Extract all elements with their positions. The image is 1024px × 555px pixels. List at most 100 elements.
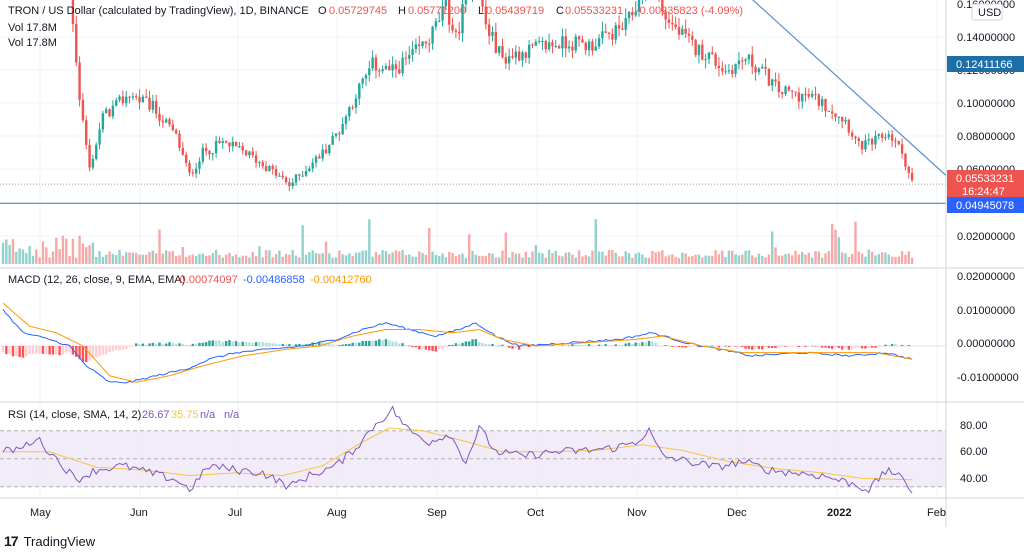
candle-body[interactable] — [834, 113, 837, 117]
candle-body[interactable] — [824, 99, 827, 112]
candle-body[interactable] — [251, 151, 254, 156]
candle-body[interactable] — [378, 70, 381, 72]
candle-body[interactable] — [178, 133, 181, 148]
candle-body[interactable] — [344, 116, 348, 124]
candle-body[interactable] — [874, 135, 877, 145]
candle-body[interactable] — [414, 44, 418, 50]
candle-body[interactable] — [264, 166, 268, 172]
candle-body[interactable] — [547, 42, 551, 50]
candle-body[interactable] — [458, 31, 461, 34]
candle-body[interactable] — [577, 36, 581, 40]
candle-body[interactable] — [797, 92, 801, 102]
candle-body[interactable] — [351, 107, 354, 109]
candle-body[interactable] — [194, 168, 198, 174]
candle-body[interactable] — [674, 24, 677, 28]
candle-body[interactable] — [854, 136, 857, 139]
candle-body[interactable] — [711, 52, 714, 55]
candle-body[interactable] — [581, 39, 584, 43]
candle-body[interactable] — [727, 70, 731, 72]
candle-body[interactable] — [817, 94, 821, 106]
candle-body[interactable] — [321, 149, 324, 159]
symbol-title[interactable]: TRON / US Dollar (calculated by TradingV… — [8, 5, 309, 17]
candle-body[interactable] — [867, 139, 870, 141]
candle-body[interactable] — [784, 86, 787, 95]
candle-body[interactable] — [637, 0, 641, 12]
currency-badge-box[interactable] — [971, 3, 1003, 21]
candle-body[interactable] — [71, 0, 75, 24]
candle-body[interactable] — [248, 151, 251, 156]
candle-body[interactable] — [201, 147, 204, 162]
drawing-lines[interactable] — [0, 0, 947, 204]
candle-body[interactable] — [561, 36, 564, 49]
candle-body[interactable] — [664, 11, 667, 20]
candle-body[interactable] — [840, 116, 844, 122]
candle-body[interactable] — [464, 0, 468, 5]
candle-body[interactable] — [497, 46, 501, 53]
candlesticks[interactable] — [2, 0, 914, 192]
candle-body[interactable] — [541, 40, 544, 42]
candle-body[interactable] — [271, 166, 274, 169]
candle-body[interactable] — [214, 141, 218, 154]
candle-body[interactable] — [844, 119, 847, 122]
candle-body[interactable] — [694, 39, 697, 55]
candle-body[interactable] — [154, 100, 158, 114]
candle-body[interactable] — [394, 64, 398, 70]
candle-body[interactable] — [334, 133, 338, 136]
candle-body[interactable] — [438, 20, 441, 22]
candle-body[interactable] — [314, 156, 318, 163]
candle-body[interactable] — [434, 21, 438, 27]
candle-body[interactable] — [298, 174, 301, 176]
candle-body[interactable] — [807, 94, 811, 97]
candle-body[interactable] — [75, 23, 78, 63]
candle-body[interactable] — [771, 79, 774, 86]
candle-body[interactable] — [627, 11, 631, 19]
candle-body[interactable] — [607, 32, 611, 34]
candle-body[interactable] — [318, 156, 321, 159]
candle-body[interactable] — [274, 168, 278, 176]
candle-body[interactable] — [544, 40, 547, 50]
candle-body[interactable] — [444, 0, 448, 7]
candle-body[interactable] — [804, 94, 807, 96]
candle-body[interactable] — [724, 71, 727, 73]
candle-body[interactable] — [494, 31, 498, 53]
chart-canvas[interactable]: 0.160000000.140000000.120000000.10000000… — [0, 0, 1024, 527]
candle-body[interactable] — [191, 172, 195, 174]
candle-body[interactable] — [534, 41, 537, 46]
candle-body[interactable] — [484, 6, 488, 25]
candle-body[interactable] — [238, 146, 241, 148]
candle-body[interactable] — [864, 140, 867, 150]
candle-body[interactable] — [571, 46, 574, 51]
candle-body[interactable] — [101, 113, 105, 130]
candle-body[interactable] — [211, 153, 214, 155]
candle-body[interactable] — [284, 177, 288, 183]
candle-body[interactable] — [687, 33, 691, 36]
candle-body[interactable] — [158, 113, 161, 121]
candle-body[interactable] — [254, 155, 258, 163]
candle-body[interactable] — [294, 174, 298, 183]
candle-body[interactable] — [308, 168, 311, 171]
candle-body[interactable] — [231, 141, 234, 147]
candle-body[interactable] — [487, 24, 491, 36]
candle-body[interactable] — [301, 175, 304, 177]
candle-body[interactable] — [617, 25, 621, 29]
candle-body[interactable] — [524, 52, 528, 58]
candle-body[interactable] — [870, 139, 874, 145]
candle-body[interactable] — [348, 107, 351, 117]
candle-body[interactable] — [451, 24, 454, 31]
candle-body[interactable] — [311, 162, 314, 169]
support-price-tag-box[interactable] — [947, 197, 1024, 213]
candle-body[interactable] — [601, 31, 604, 39]
candle-body[interactable] — [174, 130, 178, 134]
tradingview-logo[interactable]: 17 TradingView — [4, 533, 95, 549]
candle-body[interactable] — [401, 57, 404, 74]
candle-body[interactable] — [597, 38, 601, 47]
candle-body[interactable] — [704, 59, 707, 61]
candle-body[interactable] — [614, 25, 617, 40]
candle-body[interactable] — [288, 182, 291, 187]
candle-body[interactable] — [681, 28, 684, 35]
candle-body[interactable] — [151, 100, 155, 110]
candle-body[interactable] — [291, 182, 294, 187]
macd-legend-title[interactable]: MACD (12, 26, close, 9, EMA, EMA) — [8, 274, 185, 286]
candle-body[interactable] — [138, 96, 141, 103]
candle-body[interactable] — [557, 46, 561, 49]
